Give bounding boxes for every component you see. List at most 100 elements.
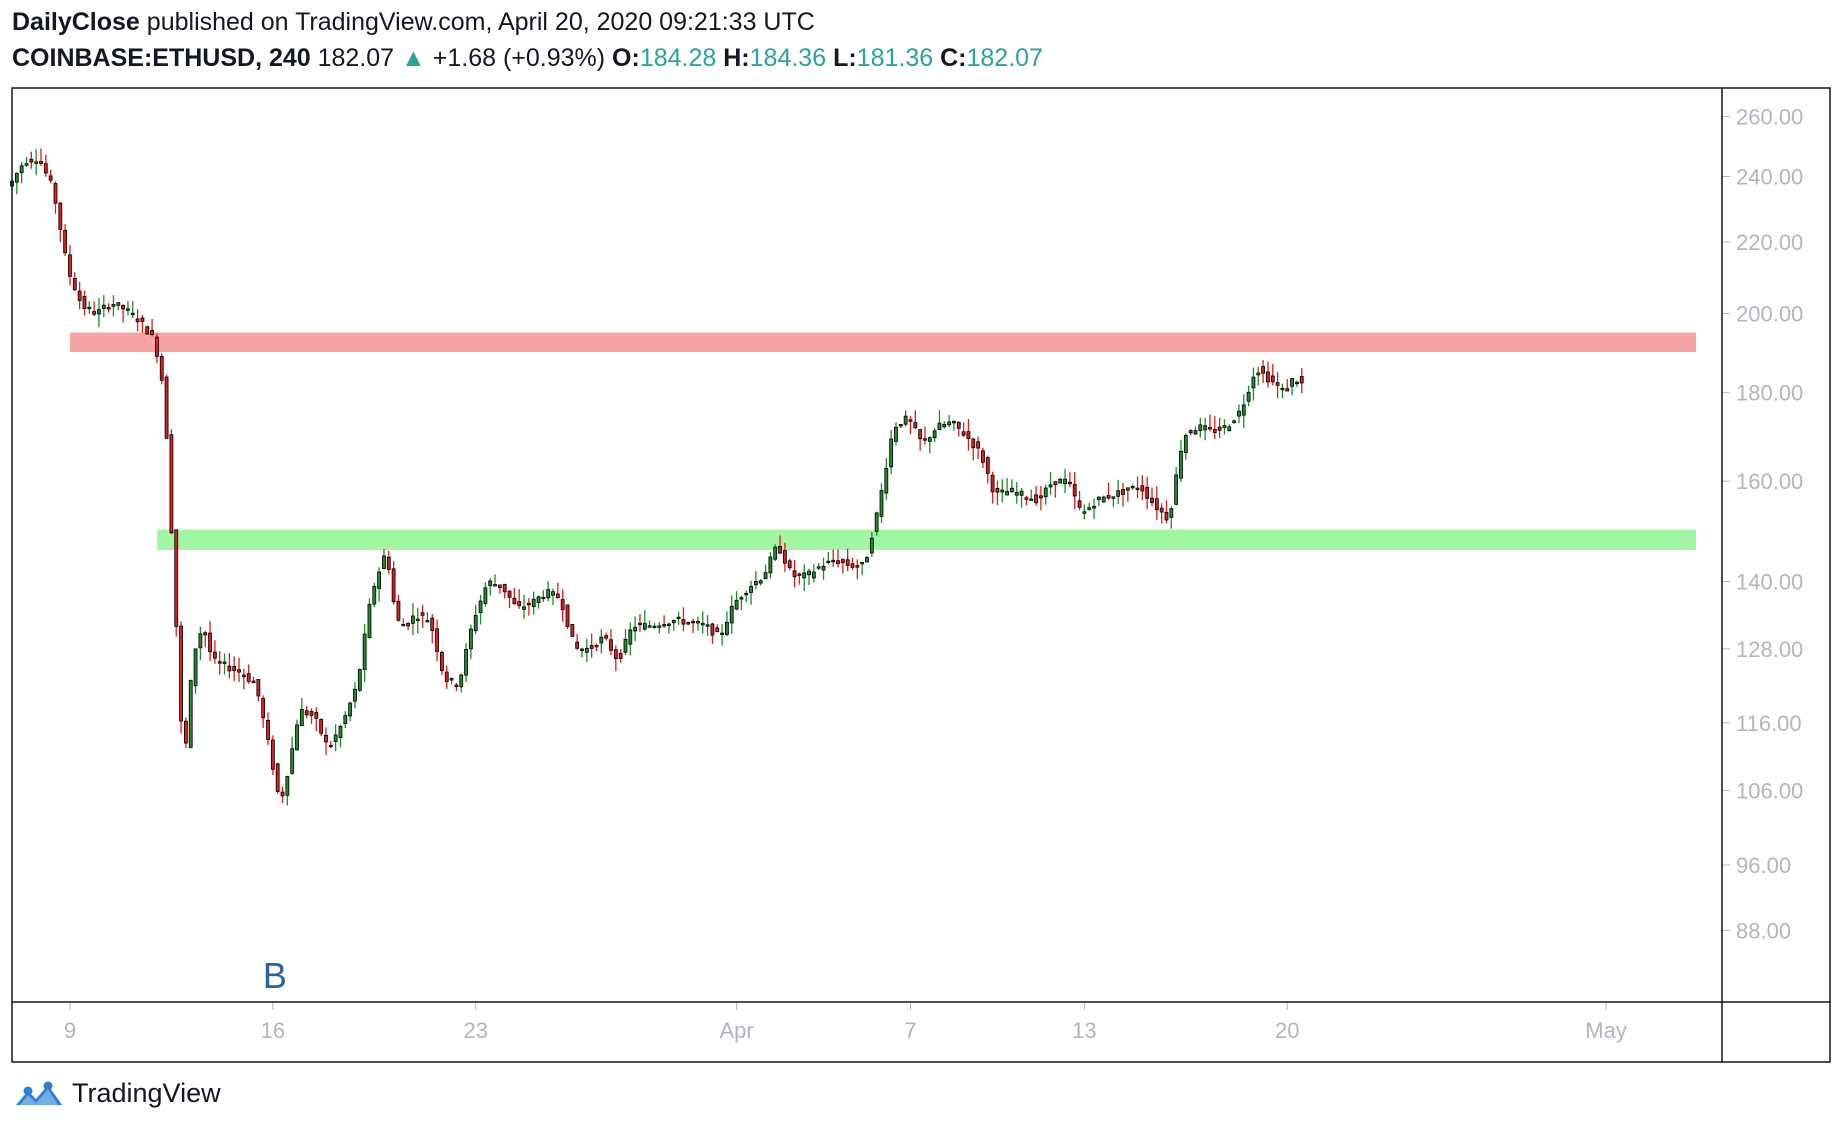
candle	[217, 651, 222, 675]
candle	[1150, 487, 1154, 507]
candle-body	[667, 623, 671, 627]
candle-body	[251, 680, 256, 684]
footer-brand[interactable]: TradingView	[72, 1078, 221, 1108]
candle	[411, 603, 415, 636]
candle	[34, 149, 39, 176]
candle-body	[386, 556, 391, 570]
symbol-label[interactable]: COINBASE:ETHUSD, 240	[12, 44, 311, 72]
candle-body	[198, 633, 203, 649]
candle-body	[174, 529, 179, 627]
candle-body	[1125, 487, 1130, 491]
candle-body	[324, 734, 328, 743]
candle	[309, 708, 314, 724]
tradingview-logo-icon[interactable]	[14, 1079, 64, 1109]
publish-line: DailyClose published on TradingView.com,…	[12, 8, 815, 37]
candle-body	[19, 165, 24, 174]
candle	[932, 428, 937, 443]
candle	[68, 244, 72, 286]
candle	[1227, 424, 1232, 432]
candle-body	[623, 638, 628, 653]
candle	[1183, 433, 1188, 460]
candle	[140, 314, 145, 333]
candle-body	[464, 649, 468, 676]
candle	[720, 624, 724, 646]
time-axis[interactable]: 9 16 23 Apr 7 13 20 May	[64, 1002, 1627, 1043]
candle-body	[1019, 490, 1024, 496]
candle	[227, 653, 232, 679]
candle-body	[164, 376, 169, 439]
candle	[367, 598, 372, 639]
candle-body	[208, 632, 212, 653]
candle	[478, 594, 483, 625]
candle-body	[48, 175, 53, 181]
candle-body	[879, 490, 884, 517]
candle	[913, 410, 918, 430]
candle	[72, 272, 77, 291]
candle	[150, 319, 154, 337]
candle	[923, 426, 927, 445]
candle-body	[261, 698, 266, 719]
candle-body	[87, 306, 92, 310]
candle-body	[1063, 478, 1067, 485]
candle	[840, 558, 845, 574]
low-label: L:	[833, 44, 857, 72]
candle	[584, 638, 589, 662]
candle	[130, 301, 135, 319]
candle	[333, 724, 338, 752]
candle-body	[227, 665, 232, 672]
candle-body	[850, 563, 855, 568]
candle-body	[754, 580, 758, 586]
candle-body	[333, 734, 338, 742]
candle-body	[372, 585, 377, 605]
candle-body	[512, 597, 517, 605]
candle-body	[217, 661, 222, 664]
candle	[1034, 485, 1038, 506]
symbol-line: COINBASE:ETHUSD, 240 182.07 ▲ +1.68 (+0.…	[12, 44, 1043, 73]
candle-body	[609, 639, 613, 651]
candle	[145, 325, 150, 335]
candle-body	[126, 308, 130, 311]
price-axis[interactable]: 260.00 240.00 220.00 200.00 180.00 160.00 140.…	[1722, 104, 1803, 943]
candle-body	[628, 629, 633, 645]
high-value: 184.36	[749, 44, 827, 72]
candle-body	[613, 649, 618, 659]
candle-body	[377, 571, 382, 589]
candle-body	[1203, 425, 1208, 431]
last-price: 182.07	[317, 44, 395, 72]
candle	[652, 622, 657, 629]
candle	[1261, 360, 1265, 384]
candle	[1212, 416, 1217, 439]
candle	[391, 561, 396, 605]
candle-body	[420, 612, 425, 616]
author-name[interactable]: DailyClose	[12, 8, 140, 36]
y-tick-label: 240.00	[1736, 165, 1803, 190]
x-tick-label: 23	[463, 1018, 487, 1043]
candle	[937, 410, 942, 431]
candle	[415, 607, 420, 634]
candle	[1053, 481, 1058, 498]
footer: TradingView	[14, 1078, 221, 1109]
candle	[985, 455, 990, 484]
candle-body	[1029, 498, 1034, 501]
candle	[560, 589, 565, 622]
candle-body	[241, 674, 246, 677]
candle	[449, 677, 454, 685]
candle-body	[903, 415, 908, 425]
candle-body	[1198, 424, 1203, 432]
candle-body	[952, 420, 956, 424]
candle-body	[990, 474, 995, 493]
candle-body	[1275, 382, 1280, 386]
candle-body	[604, 635, 609, 639]
candle-body	[942, 423, 947, 428]
candle-body	[295, 724, 299, 751]
candle-body	[676, 616, 681, 620]
y-tick-label: 96.00	[1736, 853, 1791, 878]
candle	[599, 629, 604, 654]
candle	[778, 535, 782, 555]
candle-body	[145, 326, 150, 335]
candle	[1280, 383, 1285, 399]
candle	[1106, 482, 1111, 501]
candle-body	[1043, 487, 1048, 498]
candle	[280, 786, 285, 803]
